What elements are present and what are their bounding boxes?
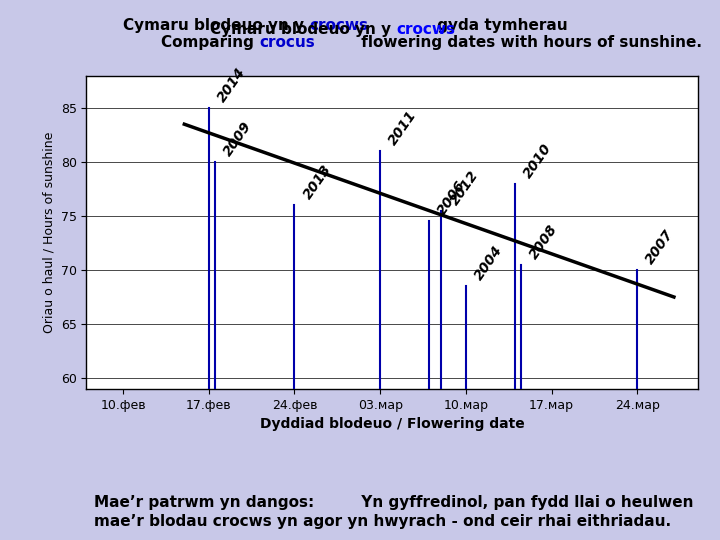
Text: gyda tymherau: gyda tymherau	[432, 18, 567, 33]
Text: crocws: crocws	[396, 22, 455, 37]
Text: 2012: 2012	[447, 168, 481, 207]
Text: crocus: crocus	[259, 35, 315, 50]
Text: Cymaru blodeuo yn y: Cymaru blodeuo yn y	[123, 18, 310, 33]
X-axis label: Dyddiad blodeuo / Flowering date: Dyddiad blodeuo / Flowering date	[260, 417, 525, 431]
Text: 2008: 2008	[527, 222, 561, 261]
Text: Cymaru blodeuo yn y: Cymaru blodeuo yn y	[210, 22, 396, 37]
Text: Mae’r patrwm yn dangos:: Mae’r patrwm yn dangos:	[94, 495, 314, 510]
Text: 2007: 2007	[644, 227, 677, 267]
Text: mae’r blodau crocws yn agor yn hwyrach - ond ceir rhai eithriadau.: mae’r blodau crocws yn agor yn hwyrach -…	[94, 514, 671, 529]
Text: Yn gyffredinol, pan fydd llai o heulwen: Yn gyffredinol, pan fydd llai o heulwen	[356, 495, 694, 510]
Text: 2004: 2004	[472, 244, 505, 283]
Text: 2013: 2013	[301, 163, 334, 202]
Text: flowering dates with hours of sunshine.: flowering dates with hours of sunshine.	[356, 35, 703, 50]
Text: crocws: crocws	[310, 18, 369, 33]
Text: 2006: 2006	[435, 179, 469, 218]
Text: 2014: 2014	[215, 65, 248, 105]
Text: 2009: 2009	[221, 119, 255, 159]
Text: Comparing: Comparing	[161, 35, 259, 50]
Text: 2010: 2010	[521, 141, 554, 180]
Text: 2011: 2011	[386, 109, 420, 148]
Y-axis label: Oriau o haul / Hours of sunshine: Oriau o haul / Hours of sunshine	[42, 132, 55, 333]
